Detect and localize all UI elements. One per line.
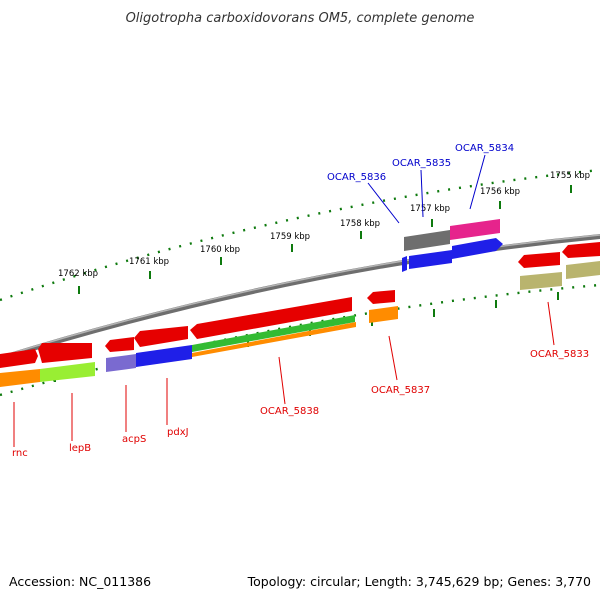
tick-label: 1760 kbp [200,245,240,255]
tick-label: 1757 kbp [410,204,450,214]
tick-label: 1762 kbp [58,269,98,279]
genome-backbone [0,233,600,362]
gene-pdxJ-feature [136,345,192,367]
gene-label-ocar5834: OCAR_5834 [455,143,514,154]
gene-label-ocar5835: OCAR_5835 [392,158,451,169]
gene-label-lepB: lepB [69,443,91,454]
gene-label-rnc: rnc [12,448,28,459]
tick-labels: 1762 kbp 1761 kbp 1760 kbp 1759 kbp 1758… [58,171,590,279]
map-title: Oligotropha carboxidovorans OM5, complet… [126,11,475,26]
accession-text: Accession: NC_011386 [9,574,151,589]
gene-ocar5836-arrow [402,256,407,272]
tick-label: 1759 kbp [270,232,310,242]
gene-ocar5833-arrow [518,252,560,268]
gene-lepB-arrow [38,343,92,363]
backbone-highlight [0,234,600,358]
gene-ocar5835-arrow [409,250,452,269]
gene-label-ocar5833: OCAR_5833 [530,349,589,360]
gene-ocar5838-orange-feature [192,322,356,357]
gene-ocar5835-feature [404,230,450,251]
gene-pdxJ-arrow [134,326,188,347]
gene-ocar5833-feature [520,272,562,290]
gene-ocar5834-feature [450,219,500,240]
tick-label: 1756 kbp [480,187,520,197]
gene-label-pdxJ: pdxJ [167,427,189,438]
tick-label: 1758 kbp [340,219,380,229]
genome-summary-text: Topology: circular; Length: 3,745,629 bp… [247,574,591,589]
gene-acpS-feature [106,354,136,372]
inner-scale-ruler [0,283,600,397]
gene-ocar5832-feature [566,261,600,279]
outer-scale-ruler [0,168,600,302]
gene-label-ocar5838: OCAR_5838 [260,406,319,417]
gene-label-ocar5836: OCAR_5836 [327,172,386,183]
gene-ocar5834-arrow [452,238,503,259]
gene-rnc-arrow [0,349,38,368]
tick-label: 1755 kbp [550,171,590,181]
gene-labels: rnc lepB acpS pdxJ OCAR_5838 OCAR_5837 O… [12,143,589,459]
gene-ocar5837-arrow [367,290,395,304]
gene-ocar5838-arrow [190,297,352,339]
gene-label-ocar5837: OCAR_5837 [371,385,430,396]
gene-ocar5832-arrow [562,242,600,258]
outer-major-ticks [78,185,572,294]
tick-label: 1761 kbp [129,257,169,267]
gene-ocar5838-green-feature [192,315,355,352]
leader-lines [13,154,555,447]
gene-lepB-feature [40,362,95,382]
gene-acpS-arrow [105,337,134,352]
gene-label-acpS: acpS [122,434,146,445]
gene-rnc-feature [0,369,40,387]
gene-ocar5837-feature [369,306,398,323]
